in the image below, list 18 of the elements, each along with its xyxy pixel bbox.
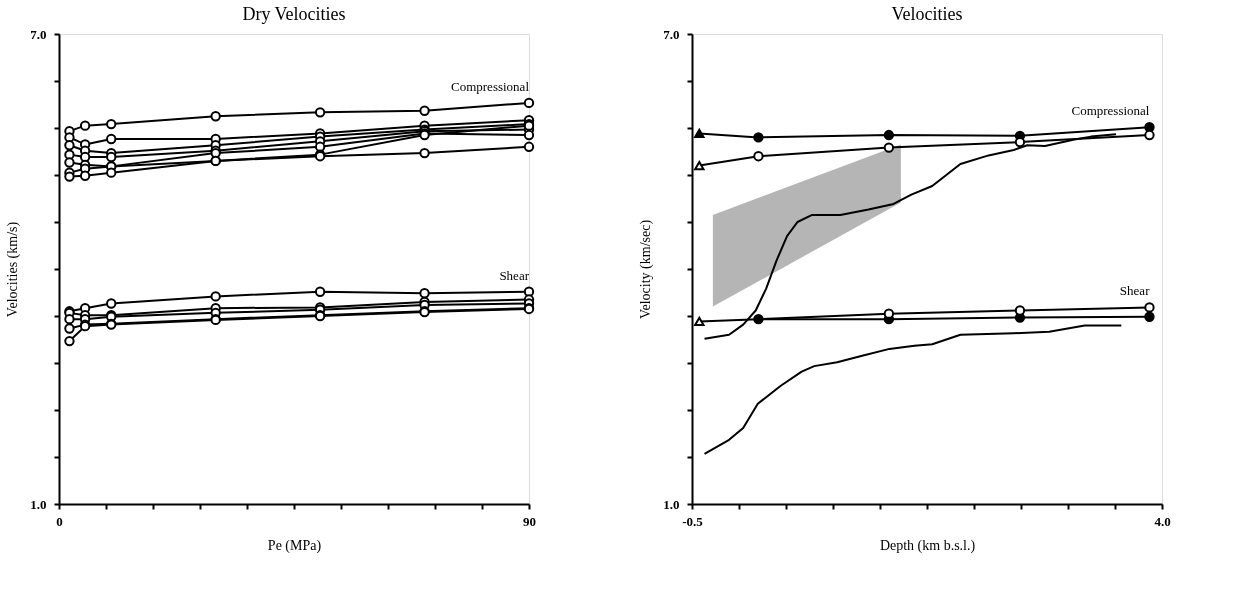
x-axis-title: Pe (MPa) bbox=[267, 537, 322, 554]
chart-title: Dry Velocities bbox=[242, 4, 346, 24]
chart-title: Velocities bbox=[891, 4, 963, 24]
series-label: Compressional bbox=[451, 78, 530, 94]
x-tick-label: 4.0 bbox=[1154, 513, 1171, 529]
x-tick-label: 90 bbox=[523, 513, 536, 529]
series-label: Shear bbox=[1119, 283, 1151, 299]
x-axis-title: Depth (km b.s.l.) bbox=[879, 537, 976, 554]
y-tick-label: 7.0 bbox=[30, 26, 47, 42]
y-tick-label: 7.0 bbox=[663, 26, 680, 42]
x-tick-label: -0.5 bbox=[682, 513, 704, 529]
y-axis-title: Velocities (km/s) bbox=[5, 221, 22, 318]
y-tick-label: 1.0 bbox=[663, 496, 680, 512]
y-tick-label: 1.0 bbox=[30, 496, 47, 512]
series-label: Shear bbox=[499, 267, 530, 283]
x-tick-label: 0 bbox=[56, 513, 63, 529]
y-axis-title: Velocity (km/sec) bbox=[638, 219, 655, 320]
series-label: Compressional bbox=[1071, 103, 1150, 119]
